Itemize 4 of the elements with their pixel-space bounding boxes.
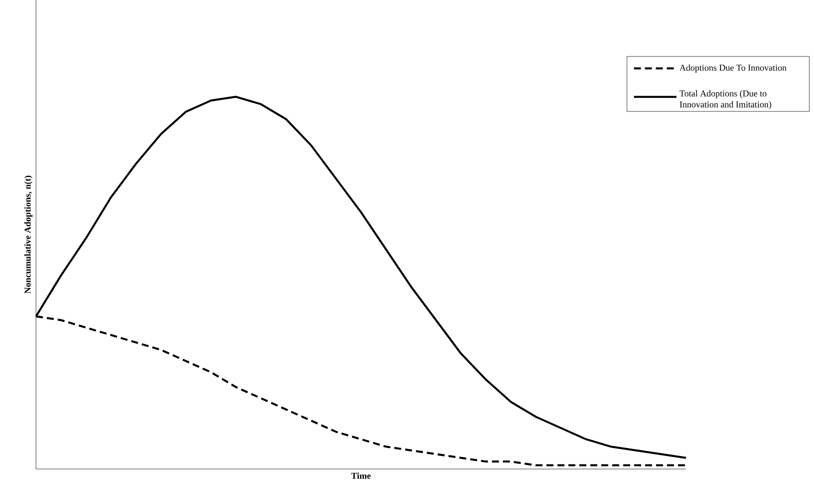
x-axis-title: Time <box>351 472 371 479</box>
legend-label: Adoptions Due To Innovation <box>680 64 787 73</box>
legend-label: Total Adoptions (Due to Innovation and Imitation) <box>680 90 772 110</box>
y-axis-title: Noncumulative Adoptions, n(t) <box>24 176 32 294</box>
